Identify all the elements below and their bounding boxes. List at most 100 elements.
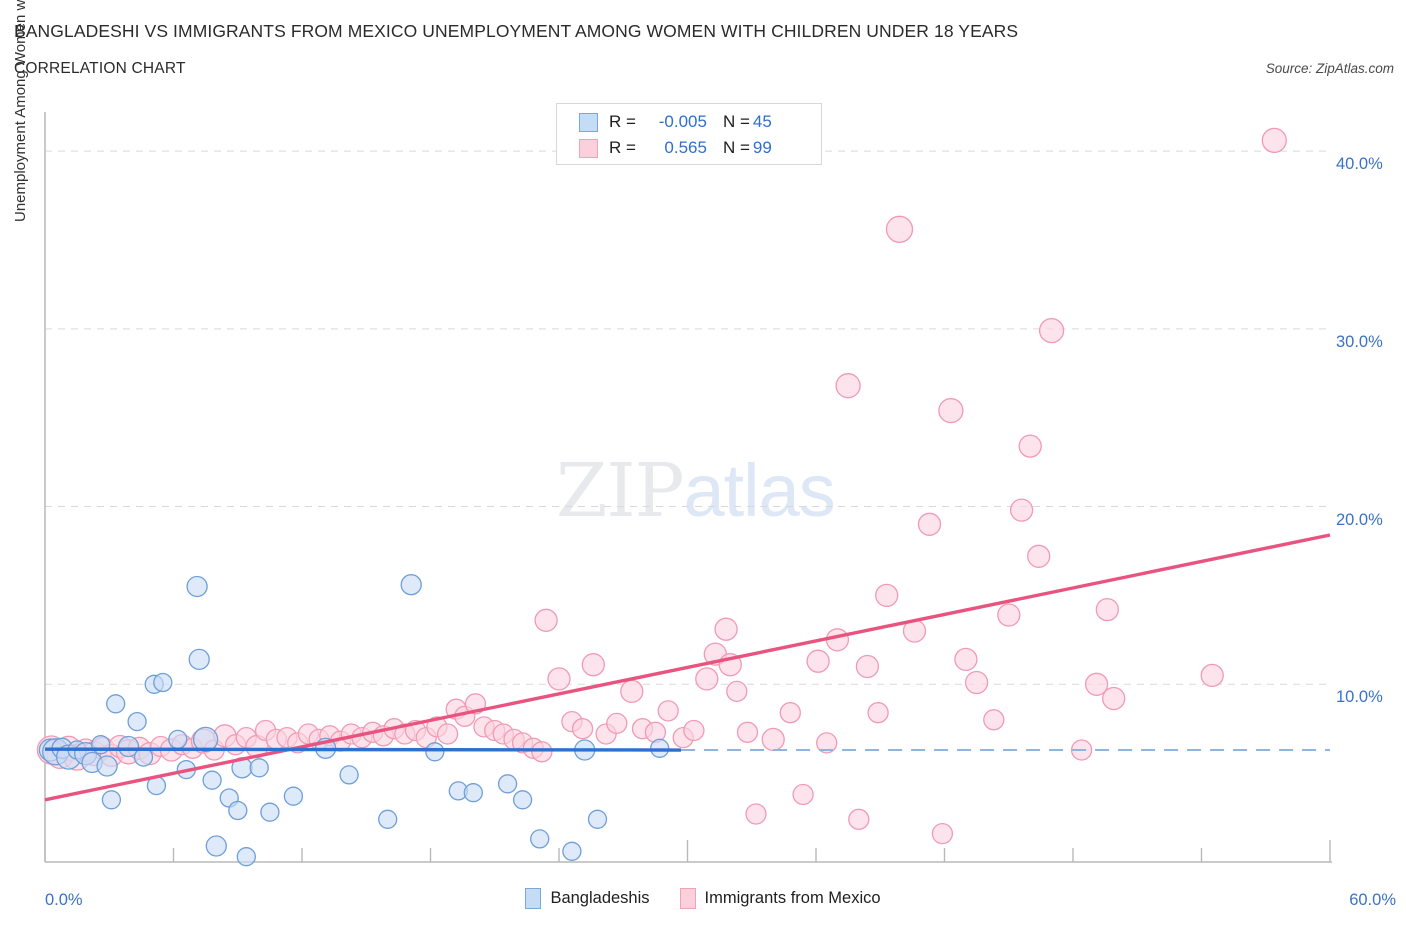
- source-attribution: Source: ZipAtlas.com: [1265, 61, 1394, 76]
- stats-n-value-blue: 45: [752, 112, 772, 131]
- data-point: [875, 583, 899, 608]
- data-point: [117, 735, 140, 758]
- data-point: [581, 653, 605, 677]
- data-point: [530, 829, 550, 849]
- stats-n-value-pink: 99: [752, 138, 772, 157]
- data-point: [714, 617, 738, 641]
- data-point: [779, 702, 801, 724]
- correlation-stats-box: R = -0.005 N = 45 R = 0.565 N = 99: [556, 103, 822, 165]
- data-point: [938, 397, 964, 424]
- y-tick-label-20: 20.0%: [1336, 510, 1383, 529]
- data-point: [436, 723, 459, 745]
- data-point: [531, 741, 553, 763]
- data-point: [463, 783, 483, 803]
- data-point: [153, 672, 173, 693]
- data-point: [997, 603, 1021, 627]
- data-point: [186, 575, 208, 598]
- data-point: [562, 841, 582, 861]
- data-point: [964, 670, 989, 695]
- legend-item-bangladeshis[interactable]: Bangladeshis: [525, 888, 650, 909]
- data-point: [202, 770, 222, 790]
- data-point: [587, 809, 608, 829]
- data-point: [283, 786, 304, 806]
- data-point: [1261, 127, 1287, 154]
- data-point: [1200, 663, 1224, 688]
- data-point: [1095, 597, 1119, 622]
- y-tick-label-10: 10.0%: [1336, 688, 1383, 707]
- data-point: [188, 648, 210, 671]
- legend-label-bangladeshis: Bangladeshis: [550, 889, 650, 907]
- data-point: [620, 679, 644, 704]
- data-point: [192, 726, 219, 753]
- data-point: [1018, 434, 1042, 458]
- data-point: [816, 732, 838, 754]
- data-point: [236, 847, 256, 867]
- data-point: [425, 742, 445, 762]
- legend-item-mexico[interactable]: Immigrants from Mexico: [679, 888, 881, 909]
- stats-r-value-pink: 0.565: [664, 138, 707, 157]
- series-points-bangladeshis: [38, 574, 670, 867]
- data-point: [726, 680, 748, 703]
- legend-swatch-bangladeshis: [525, 888, 542, 909]
- data-point: [695, 667, 719, 691]
- data-point: [736, 721, 759, 743]
- data-point: [867, 702, 889, 724]
- series-legend: Bangladeshis Immigrants from Mexico: [0, 888, 1406, 909]
- data-point: [205, 835, 227, 857]
- data-point: [606, 712, 628, 735]
- stats-row-bangladeshis: R = -0.005 N = 45: [579, 109, 772, 135]
- stats-n-key-blue: N =: [722, 112, 750, 131]
- data-point: [855, 654, 880, 679]
- data-point: [168, 729, 188, 750]
- trendline-bangladeshis: [44, 747, 682, 752]
- data-point: [400, 574, 422, 596]
- legend-swatch-mexico: [679, 888, 696, 909]
- series-points-mexico: [36, 127, 1287, 845]
- legend-label-mexico: Immigrants from Mexico: [704, 889, 881, 907]
- data-point: [547, 667, 571, 691]
- data-point: [228, 800, 248, 821]
- data-point: [534, 608, 558, 632]
- data-point: [497, 774, 518, 794]
- data-point: [954, 647, 978, 672]
- data-point: [792, 783, 814, 806]
- stats-n-key-pink: N =: [722, 138, 750, 157]
- page-title: BANGLADESHI VS IMMIGRANTS FROM MEXICO UN…: [14, 21, 1019, 41]
- data-point: [260, 802, 280, 822]
- data-point: [885, 215, 914, 243]
- data-point: [835, 373, 861, 399]
- data-point: [848, 808, 870, 830]
- data-point: [571, 718, 594, 740]
- y-tick-label-40: 40.0%: [1336, 155, 1383, 174]
- chart-subtitle: CORRELATION CHART: [14, 60, 186, 77]
- data-point: [806, 649, 830, 673]
- data-point: [96, 755, 118, 777]
- data-point: [127, 711, 147, 732]
- data-point: [931, 822, 954, 845]
- stats-row-mexico: R = 0.565 N = 99: [579, 135, 772, 161]
- data-point: [339, 765, 359, 785]
- data-point: [683, 719, 705, 742]
- data-point: [512, 790, 533, 810]
- data-point: [917, 512, 942, 536]
- x-axis-max-label: 60.0%: [1349, 891, 1396, 909]
- data-point: [1084, 672, 1109, 696]
- stats-r-key-pink: R =: [609, 138, 636, 157]
- data-point: [983, 709, 1005, 731]
- data-point: [657, 700, 679, 722]
- data-point: [91, 735, 111, 755]
- data-point: [1009, 498, 1034, 522]
- stats-swatch-blue: [579, 112, 598, 132]
- x-axis-min-label: 0.0%: [45, 891, 83, 909]
- trendline-mexico: [44, 533, 1331, 802]
- data-point: [378, 809, 398, 829]
- data-point: [1027, 544, 1051, 568]
- data-point: [106, 694, 126, 714]
- data-point: [761, 727, 785, 752]
- stats-swatch-pink: [579, 138, 598, 158]
- data-point: [745, 803, 767, 825]
- stats-r-value-blue: -0.005: [658, 112, 707, 131]
- data-point: [1102, 686, 1126, 711]
